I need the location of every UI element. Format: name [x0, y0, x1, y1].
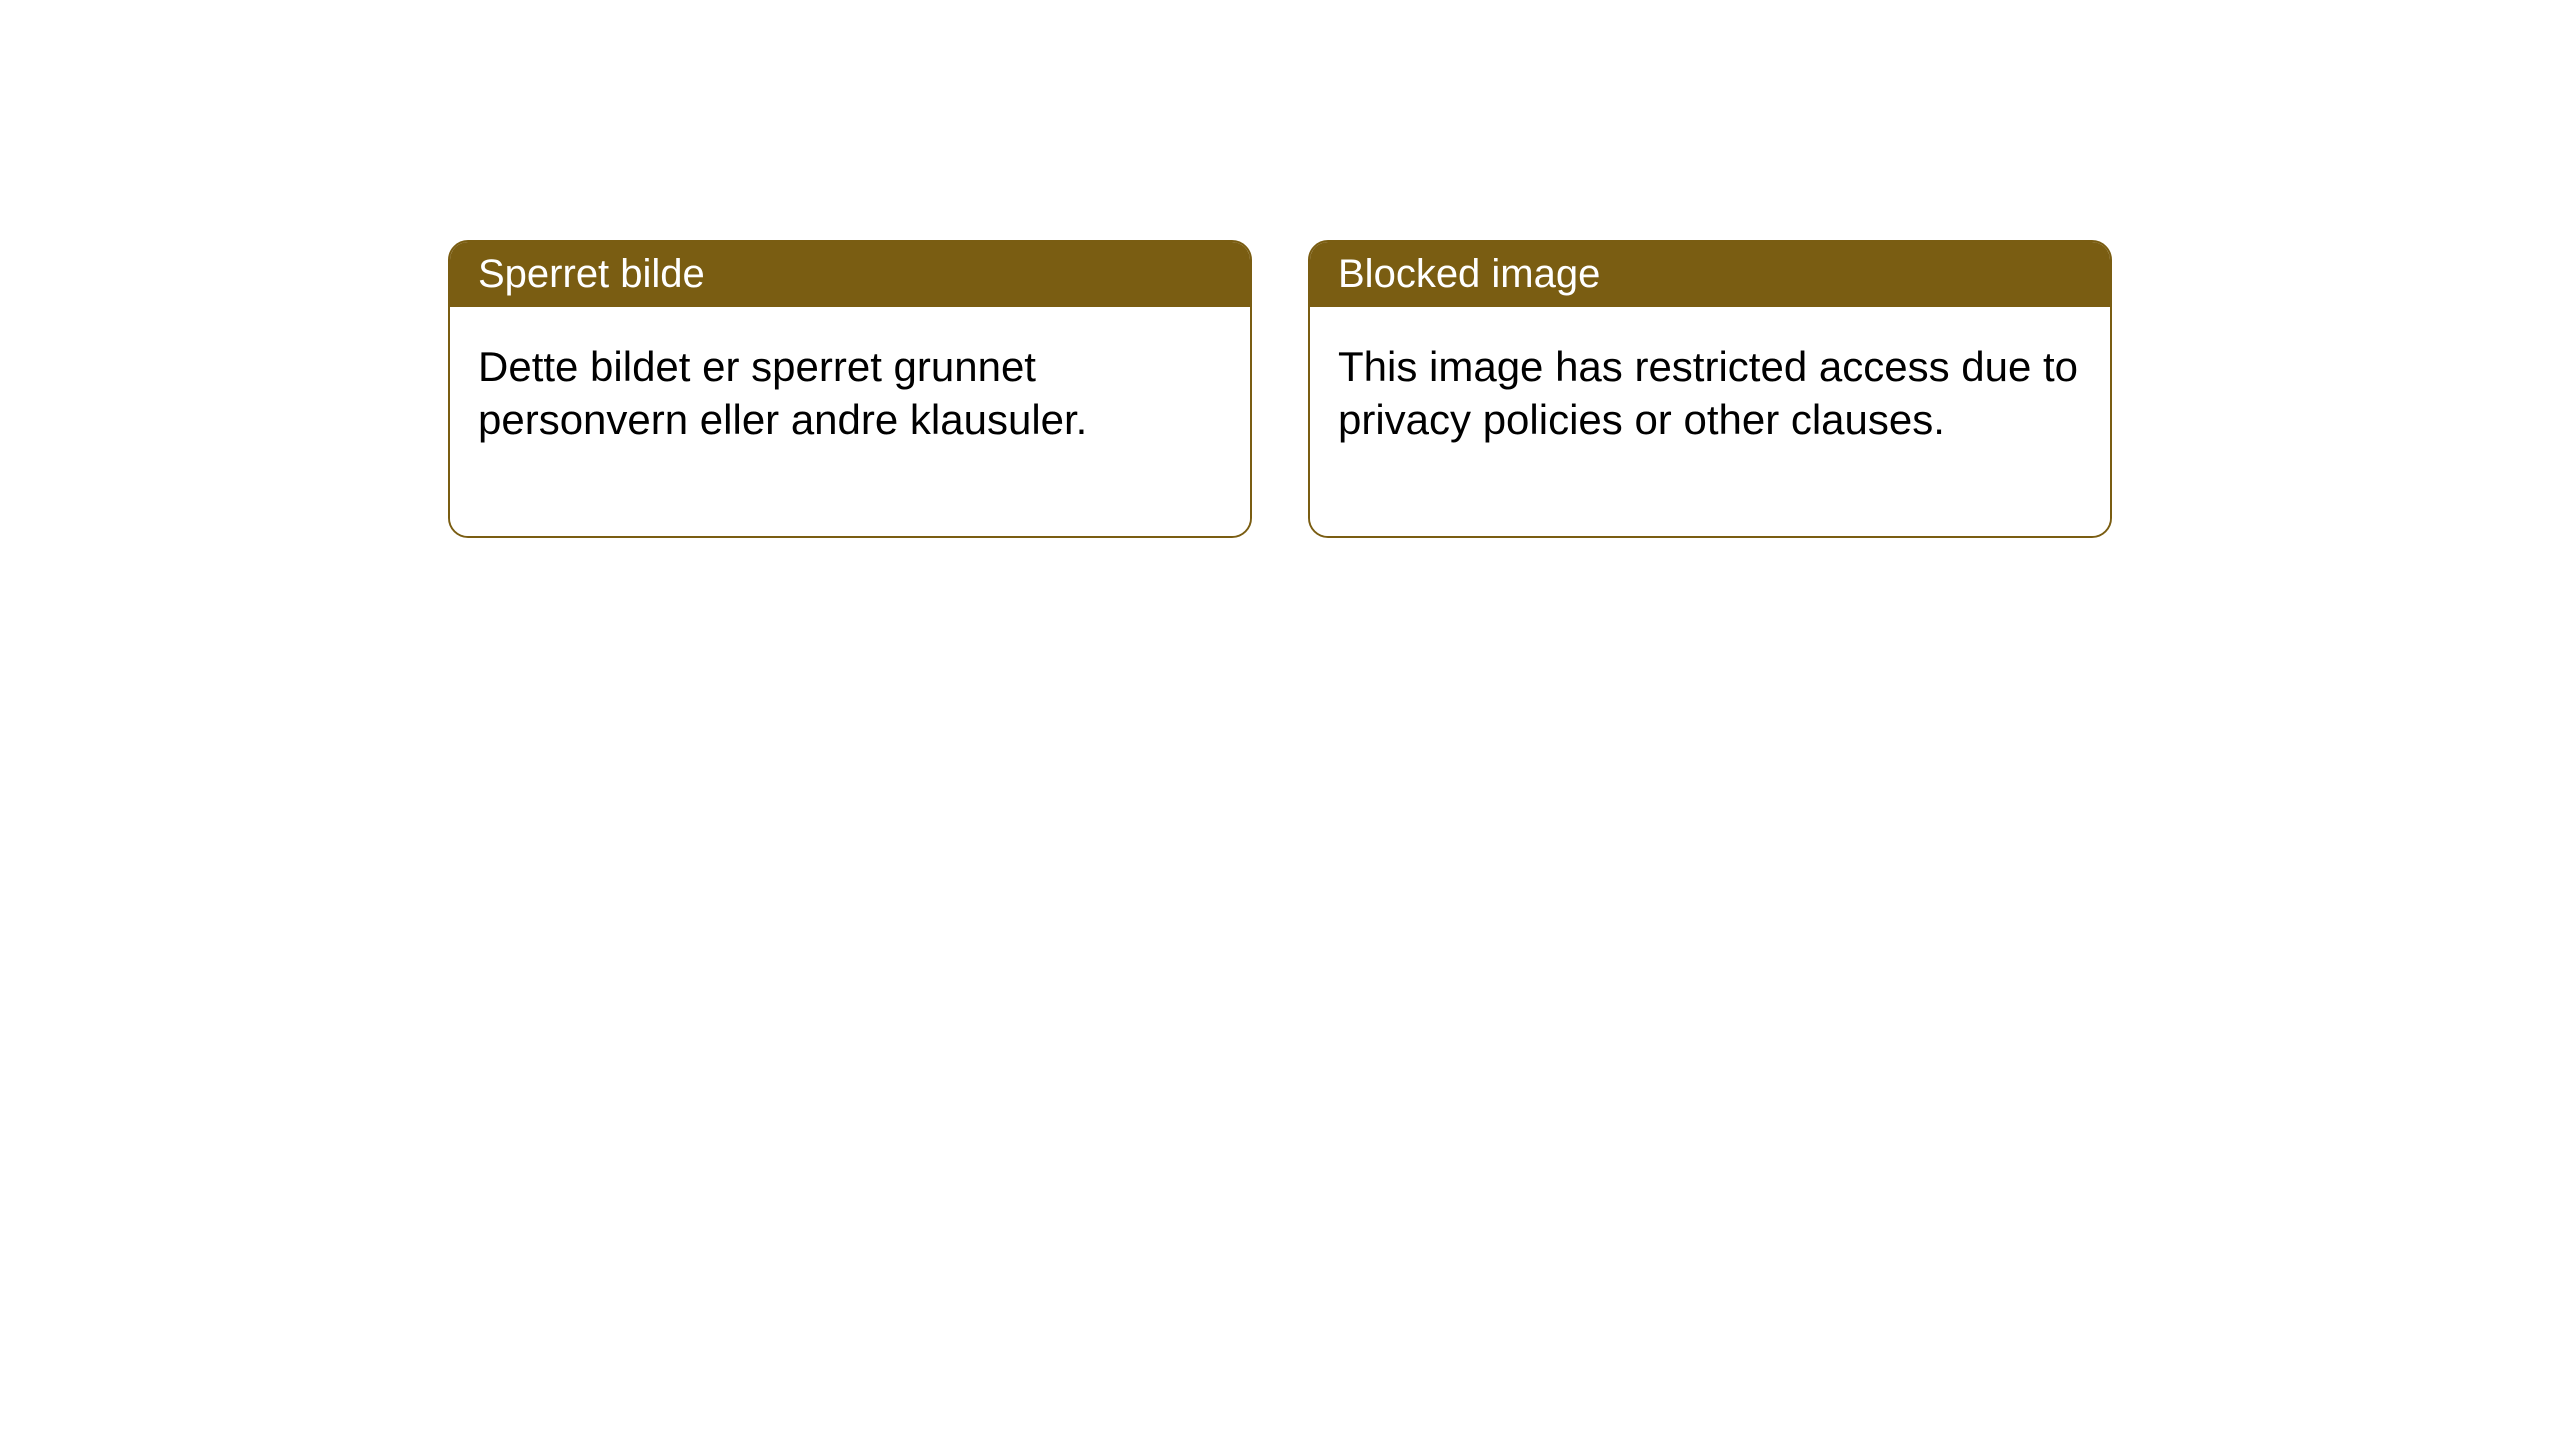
notice-card-body: This image has restricted access due to … [1310, 307, 2110, 536]
notice-header-text: Sperret bilde [478, 252, 705, 296]
notice-body-text: Dette bildet er sperret grunnet personve… [478, 343, 1087, 443]
notice-body-text: This image has restricted access due to … [1338, 343, 2078, 443]
notice-card-norwegian: Sperret bilde Dette bildet er sperret gr… [448, 240, 1252, 538]
notice-card-body: Dette bildet er sperret grunnet personve… [450, 307, 1250, 536]
notice-card-header: Blocked image [1310, 242, 2110, 307]
notice-header-text: Blocked image [1338, 252, 1600, 296]
notice-card-header: Sperret bilde [450, 242, 1250, 307]
notice-container: Sperret bilde Dette bildet er sperret gr… [0, 0, 2560, 538]
notice-card-english: Blocked image This image has restricted … [1308, 240, 2112, 538]
